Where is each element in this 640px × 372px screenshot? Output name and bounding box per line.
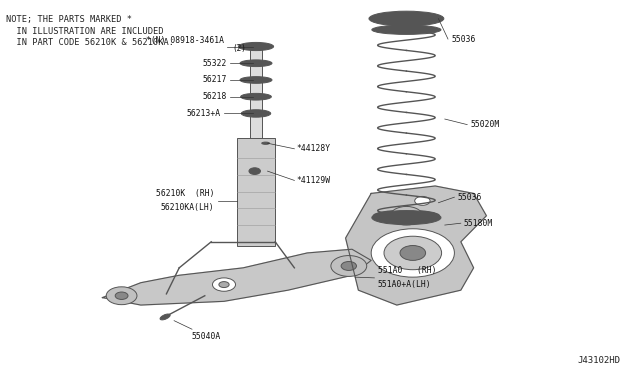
- Ellipse shape: [241, 110, 271, 117]
- Circle shape: [390, 206, 422, 225]
- Polygon shape: [346, 186, 486, 305]
- Ellipse shape: [241, 93, 271, 100]
- Ellipse shape: [373, 210, 440, 221]
- Text: 55036: 55036: [451, 35, 476, 44]
- Text: NOTE; THE PARTS MARKED *
  IN ILLUSTRATION ARE INCLUDED
  IN PART CODE 56210K & : NOTE; THE PARTS MARKED * IN ILLUSTRATION…: [6, 15, 174, 48]
- Ellipse shape: [383, 27, 429, 33]
- Circle shape: [106, 287, 137, 305]
- Text: 56218: 56218: [203, 92, 227, 101]
- Circle shape: [115, 292, 128, 299]
- Ellipse shape: [240, 60, 272, 67]
- Circle shape: [331, 256, 367, 276]
- Text: 55036: 55036: [458, 193, 482, 202]
- Polygon shape: [102, 249, 371, 305]
- Text: 551A0+A(LH): 551A0+A(LH): [378, 280, 431, 289]
- Text: 56210K  (RH): 56210K (RH): [156, 189, 214, 198]
- Ellipse shape: [250, 45, 262, 48]
- Text: (2): (2): [232, 44, 246, 53]
- Circle shape: [371, 229, 454, 277]
- Text: 55040A: 55040A: [192, 332, 221, 341]
- Ellipse shape: [240, 77, 272, 83]
- Circle shape: [212, 278, 236, 291]
- Ellipse shape: [369, 11, 444, 26]
- Ellipse shape: [239, 42, 274, 51]
- Circle shape: [400, 246, 426, 260]
- Text: 55180M: 55180M: [464, 219, 493, 228]
- Ellipse shape: [372, 25, 441, 35]
- Text: 56210KA(LH): 56210KA(LH): [161, 203, 214, 212]
- Bar: [250, 48, 262, 145]
- Ellipse shape: [252, 96, 260, 98]
- Ellipse shape: [262, 142, 269, 144]
- Ellipse shape: [395, 16, 418, 21]
- Ellipse shape: [252, 62, 260, 64]
- Text: *44128Y: *44128Y: [296, 144, 330, 153]
- Text: 56217: 56217: [203, 76, 227, 84]
- Text: 551A0   (RH): 551A0 (RH): [378, 266, 436, 275]
- Ellipse shape: [372, 211, 441, 225]
- Ellipse shape: [253, 112, 259, 115]
- Ellipse shape: [396, 215, 417, 220]
- Circle shape: [415, 196, 430, 205]
- Ellipse shape: [160, 314, 170, 320]
- Circle shape: [341, 262, 356, 270]
- Circle shape: [384, 236, 442, 270]
- Text: 56213+A: 56213+A: [187, 109, 221, 118]
- Bar: [237, 138, 275, 246]
- Text: *(N) 08918-3461A: *(N) 08918-3461A: [146, 36, 224, 45]
- Text: J43102HD: J43102HD: [578, 356, 621, 365]
- Circle shape: [219, 282, 229, 288]
- Text: 55020M: 55020M: [470, 120, 500, 129]
- Text: 55322: 55322: [203, 59, 227, 68]
- Ellipse shape: [249, 168, 260, 174]
- Text: *41129W: *41129W: [296, 176, 330, 185]
- Ellipse shape: [252, 79, 260, 81]
